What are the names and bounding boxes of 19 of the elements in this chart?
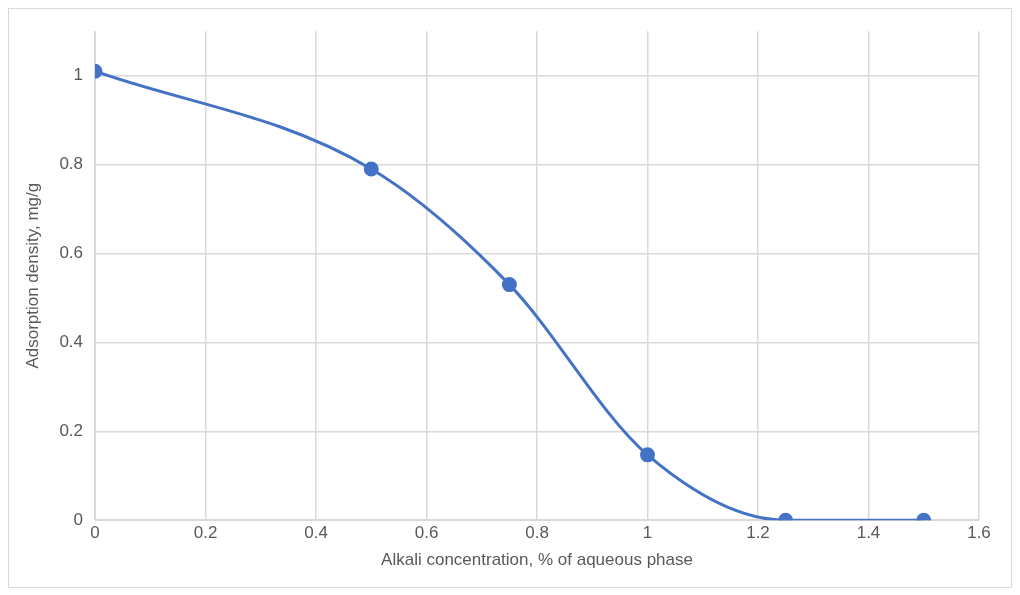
x-tick-label: 1.6 <box>967 523 991 543</box>
x-tick-label: 0.4 <box>304 523 328 543</box>
x-tick-label: 1 <box>642 523 653 543</box>
y-tick-label: 0.4 <box>59 332 84 352</box>
x-tick-label: 0.8 <box>525 523 549 543</box>
x-tick-label: 0.6 <box>414 523 439 543</box>
y-tick-label: 0.2 <box>59 420 84 440</box>
x-tick-label: 1.4 <box>856 523 881 543</box>
y-tick-label: 0.6 <box>59 243 84 263</box>
y-tick-label: 0.8 <box>59 154 84 174</box>
point <box>501 277 517 293</box>
x-tick-label: 1.2 <box>746 523 770 543</box>
x-axis-title: Alkali concentration, % of aqueous phase <box>381 550 693 570</box>
x-tick-label: 0.2 <box>193 523 218 543</box>
x-tick-label: 0 <box>90 523 100 543</box>
y-tick-label: 0 <box>73 509 84 529</box>
y-tick-label: 1 <box>73 65 84 85</box>
point <box>363 161 379 177</box>
y-axis-title: Adsorption density, mg/g <box>22 182 42 369</box>
